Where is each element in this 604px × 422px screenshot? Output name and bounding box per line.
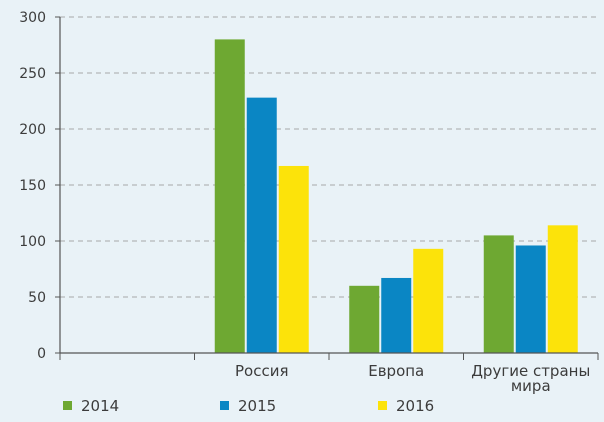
legend-swatch-2015 (220, 401, 229, 410)
bar-2014-3 (483, 235, 514, 353)
y-tick-label: 200 (19, 122, 46, 138)
category-label: мира (511, 377, 551, 395)
y-tick-label: 250 (19, 66, 46, 82)
bar-2014-2 (349, 285, 380, 353)
category-label: Другие страны (471, 362, 590, 380)
bar-2016-3 (547, 225, 578, 353)
legend-label-2014: 2014 (81, 397, 119, 415)
legend-swatch-2014 (63, 401, 72, 410)
category-label: Россия (235, 362, 289, 380)
bar-2015-2 (381, 277, 412, 353)
legend: 2014 2015 2016 (63, 397, 434, 415)
bar-2016-1 (278, 165, 309, 353)
y-tick-label: 0 (37, 346, 46, 362)
bar-2014-1 (214, 39, 245, 354)
category-label: Европа (368, 362, 424, 380)
legend-label-2015: 2015 (238, 397, 276, 415)
bar-2015-3 (515, 245, 546, 353)
y-tick-label: 300 (19, 10, 46, 26)
y-tick-label: 150 (19, 178, 46, 194)
y-tick-label: 50 (28, 290, 46, 306)
y-tick-label: 100 (19, 234, 46, 250)
bar-2016-2 (413, 248, 444, 353)
legend-swatch-2016 (378, 401, 387, 410)
axes (55, 16, 599, 360)
legend-label-2016: 2016 (396, 397, 434, 415)
bars (214, 39, 578, 354)
y-tick-labels: 0 50 100 150 200 250 300 (19, 10, 46, 362)
bar-2015-1 (246, 97, 277, 353)
